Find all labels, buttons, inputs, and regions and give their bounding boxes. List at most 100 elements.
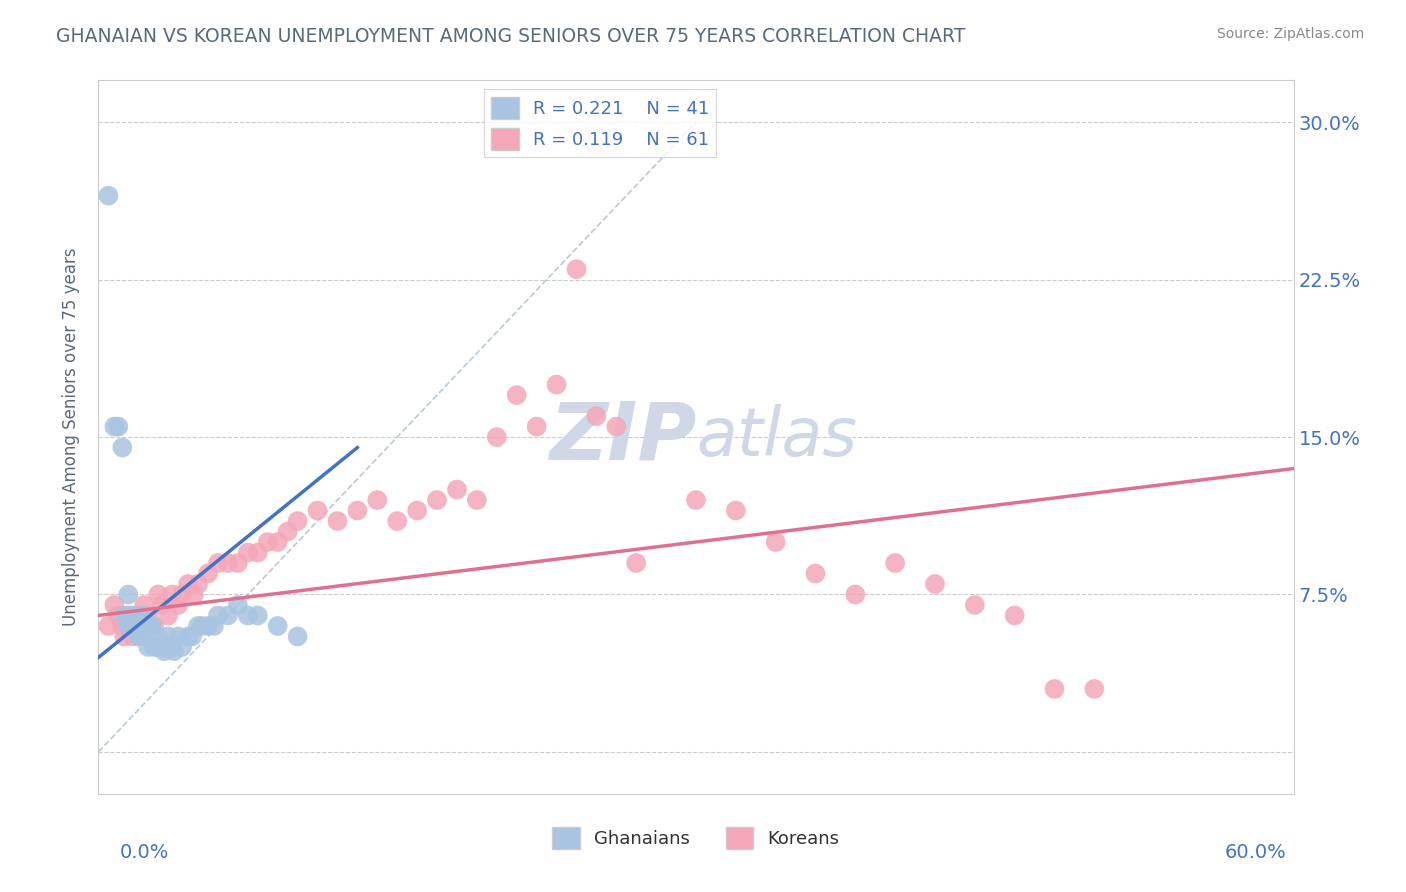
Text: atlas: atlas [696, 404, 858, 470]
Point [191, 619, 214, 633]
Point [765, 535, 787, 549]
Point [97, 188, 120, 202]
Point [117, 587, 139, 601]
Point [167, 630, 190, 644]
Point [141, 619, 163, 633]
Point [1083, 681, 1105, 696]
Point [136, 619, 159, 633]
Point [127, 608, 149, 623]
Point [187, 619, 209, 633]
Text: 0.0%: 0.0% [120, 843, 169, 862]
Point [207, 608, 229, 623]
Point [197, 566, 219, 581]
Point [150, 640, 173, 654]
Point [172, 587, 194, 601]
Point [804, 566, 827, 581]
Point [884, 556, 907, 570]
Point [267, 619, 290, 633]
Point [724, 503, 747, 517]
Point [153, 644, 176, 658]
Point [267, 535, 290, 549]
Point [366, 493, 388, 508]
Point [565, 262, 588, 277]
Point [148, 630, 170, 644]
Point [117, 619, 139, 633]
Point [202, 619, 225, 633]
Point [406, 503, 429, 517]
Point [157, 608, 180, 623]
Point [256, 535, 278, 549]
Point [157, 630, 180, 644]
Point [426, 493, 449, 508]
Point [446, 483, 468, 497]
Point [112, 630, 135, 644]
Point [136, 640, 159, 654]
Point [1004, 608, 1026, 623]
Point [131, 619, 153, 633]
Point [197, 619, 219, 633]
Point [287, 630, 309, 644]
Point [131, 608, 153, 623]
Point [117, 608, 139, 623]
Point [159, 640, 181, 654]
Point [465, 493, 488, 508]
Point [150, 598, 173, 612]
Point [121, 630, 143, 644]
Point [626, 556, 648, 570]
Point [136, 630, 159, 644]
Point [111, 619, 134, 633]
Point [160, 587, 183, 601]
Point [526, 419, 548, 434]
Point [217, 556, 239, 570]
Point [143, 619, 166, 633]
Text: ZIP: ZIP [548, 398, 696, 476]
Point [148, 640, 170, 654]
Point [167, 598, 190, 612]
Point [121, 608, 143, 623]
Point [187, 577, 209, 591]
Point [163, 644, 186, 658]
Point [217, 608, 239, 623]
Point [107, 608, 129, 623]
Point [1043, 681, 1066, 696]
Text: Source: ZipAtlas.com: Source: ZipAtlas.com [1216, 27, 1364, 41]
Point [143, 640, 166, 654]
Point [385, 514, 409, 528]
Point [963, 598, 986, 612]
Point [97, 619, 120, 633]
Point [177, 577, 200, 591]
Point [103, 598, 125, 612]
Point [585, 409, 607, 423]
Text: GHANAIAN VS KOREAN UNEMPLOYMENT AMONG SENIORS OVER 75 YEARS CORRELATION CHART: GHANAIAN VS KOREAN UNEMPLOYMENT AMONG SE… [56, 27, 966, 45]
Point [111, 441, 134, 455]
Point [546, 377, 568, 392]
Point [506, 388, 529, 402]
Point [127, 630, 149, 644]
Point [148, 587, 170, 601]
Point [277, 524, 299, 539]
Legend: Ghanaians, Koreans: Ghanaians, Koreans [546, 820, 846, 856]
Point [117, 619, 139, 633]
Y-axis label: Unemployment Among Seniors over 75 years: Unemployment Among Seniors over 75 years [62, 248, 80, 626]
Point [924, 577, 946, 591]
Point [112, 608, 135, 623]
Point [107, 419, 129, 434]
Point [485, 430, 508, 444]
Point [246, 545, 269, 559]
Point [134, 598, 156, 612]
Point [226, 598, 249, 612]
Point [226, 556, 249, 570]
Point [183, 587, 205, 601]
Point [124, 619, 146, 633]
Point [131, 630, 153, 644]
Point [844, 587, 866, 601]
Point [207, 556, 229, 570]
Point [134, 619, 156, 633]
Point [181, 630, 204, 644]
Point [307, 503, 329, 517]
Point [177, 630, 200, 644]
Point [346, 503, 368, 517]
Point [685, 493, 707, 508]
Point [326, 514, 349, 528]
Point [136, 608, 159, 623]
